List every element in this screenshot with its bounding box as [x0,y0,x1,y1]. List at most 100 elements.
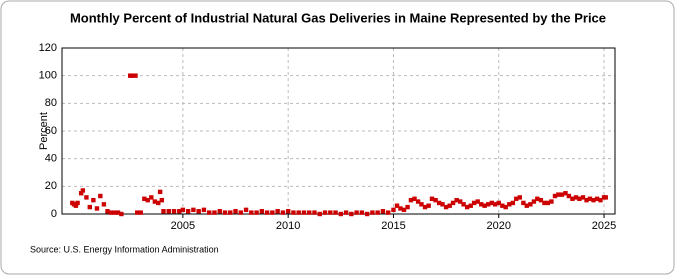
point [359,210,365,215]
point [419,202,424,207]
point [408,197,414,203]
point [156,200,161,206]
point [570,196,575,201]
point [94,206,100,211]
point [180,207,186,213]
point [591,197,596,203]
point [91,197,96,203]
point [133,73,138,78]
point [78,191,84,196]
point [500,203,505,208]
point [566,193,572,199]
point [129,73,135,78]
point [291,210,296,215]
point [489,200,495,206]
point [486,202,491,207]
point [98,193,103,199]
point [138,210,143,215]
point [584,197,589,203]
point [115,210,121,215]
point [343,210,349,215]
x-tick-label: 2010 [276,220,300,232]
point [577,196,582,201]
point [333,210,338,215]
point [549,199,554,204]
point [254,210,259,215]
y-tick-label: 120 [39,42,57,54]
point [112,210,117,215]
point [447,203,452,208]
point [238,210,243,215]
point [398,206,403,211]
y-tick-label: 80 [45,97,57,109]
point [280,210,286,215]
point [87,204,92,210]
point [249,210,254,215]
point [259,209,265,214]
point [556,192,561,197]
y-tick-label: 60 [45,125,57,137]
source-note: Source: U.S. Energy Information Administ… [30,244,219,254]
point [524,203,529,208]
point [322,210,328,215]
y-tick-label: 100 [39,70,57,82]
point [149,195,154,200]
point [134,210,140,215]
point [563,191,568,196]
point [517,195,523,200]
point [338,211,344,217]
point [587,196,593,201]
point [552,193,558,199]
point [412,196,417,201]
point [454,197,459,203]
point [105,209,110,214]
point [307,210,312,215]
point [177,209,182,214]
point [510,200,516,206]
point [301,210,307,215]
point [598,197,603,203]
point [422,204,428,210]
point [461,202,466,207]
point [349,211,354,217]
point [545,200,551,206]
point [594,196,600,201]
point [212,210,217,215]
point [364,211,370,217]
point [152,199,158,204]
point [436,200,442,206]
point [80,188,86,193]
point [496,200,501,206]
point [479,202,484,207]
point [507,202,512,207]
point [471,200,477,206]
point [538,197,544,203]
point [296,210,301,215]
point [84,195,89,200]
point [145,197,150,203]
point [521,200,526,206]
plot-frame [61,47,616,215]
point [531,199,537,204]
point [157,189,163,195]
x-tick-label: 2015 [381,220,405,232]
point [370,210,375,215]
x-tick-label: 2005 [171,220,195,232]
point [380,209,386,214]
point [475,199,480,204]
point [375,210,380,215]
point [101,202,107,207]
point [354,210,359,215]
point [394,203,400,208]
point [217,209,222,214]
point [119,211,124,217]
point [503,204,508,210]
point [528,202,533,207]
point [228,210,233,215]
point [75,200,80,206]
point [222,210,228,215]
point [264,210,270,215]
point [559,192,565,197]
